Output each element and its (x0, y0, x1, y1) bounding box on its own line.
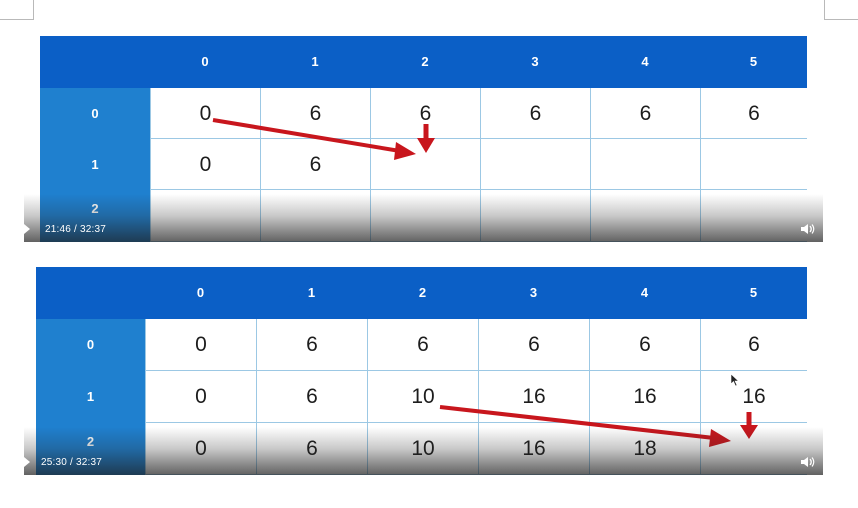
table-cell: 16 (700, 371, 807, 423)
annotation-arrows (212, 118, 435, 160)
col-header: 0 (196, 285, 205, 300)
col-header: 1 (307, 285, 316, 300)
col-header: 4 (640, 285, 649, 300)
diagonal-arrow-shaft (212, 118, 401, 153)
video-frame-2[interactable]: 0 1 2 3 4 5 0 0 6 6 6 6 6 1 0 6 10 16 16… (24, 267, 823, 475)
col-header: 2 (418, 285, 427, 300)
video-timestamp: 21:46 / 32:37 (45, 224, 106, 235)
mouse-cursor-icon (730, 373, 740, 387)
col-header: 3 (531, 54, 539, 69)
table-cell: 16 (478, 371, 589, 423)
table-cell: 6 (700, 88, 807, 139)
table-cell: 6 (480, 88, 590, 139)
table-cell: 6 (700, 319, 807, 371)
row-header: 0 (36, 319, 145, 371)
table-cell: 0 (145, 371, 256, 423)
table-cell: 10 (367, 371, 478, 423)
table-cell: 6 (367, 319, 478, 371)
row-header: 0 (40, 88, 150, 139)
table-cell: 6 (256, 319, 367, 371)
video-timestamp: 25:30 / 32:37 (41, 457, 102, 468)
play-icon[interactable] (24, 457, 30, 467)
col-header: 0 (201, 54, 209, 69)
play-icon[interactable] (24, 224, 30, 234)
row-header: 1 (36, 371, 145, 423)
speaker-icon[interactable] (801, 223, 815, 235)
table-cell (480, 139, 590, 190)
col-header: 3 (529, 285, 538, 300)
table-header-row: 0 1 2 3 4 5 (36, 267, 807, 319)
col-header: 2 (421, 54, 429, 69)
diagonal-arrow-head (394, 142, 416, 160)
window-corner-left (0, 0, 34, 20)
row-header: 1 (40, 139, 150, 190)
table-cell: 6 (260, 139, 370, 190)
table-cell (700, 139, 807, 190)
player-control-bar[interactable] (24, 194, 823, 242)
table-cell: 0 (145, 319, 256, 371)
table-cell: 0 (150, 88, 260, 139)
video-frame-1[interactable]: 0 1 2 3 4 5 0 0 6 6 6 6 6 1 0 6 2 (24, 36, 823, 242)
col-header: 5 (749, 54, 758, 69)
table-cell: 6 (590, 88, 700, 139)
down-arrow-head (417, 138, 435, 153)
col-header: 4 (641, 54, 649, 69)
col-header: 5 (749, 285, 758, 300)
window-corner-right (824, 0, 858, 20)
col-header: 1 (311, 54, 319, 69)
table-cell: 16 (589, 371, 700, 423)
table-cell (590, 139, 700, 190)
table-cell: 6 (478, 319, 589, 371)
table-cell (370, 139, 480, 190)
table-cell: 6 (589, 319, 700, 371)
table-cell: 0 (150, 139, 260, 190)
table-cell: 6 (256, 371, 367, 423)
player-control-bar[interactable] (24, 427, 823, 475)
table-header-row: 0 1 2 3 4 5 (40, 36, 807, 88)
speaker-icon[interactable] (801, 456, 815, 468)
